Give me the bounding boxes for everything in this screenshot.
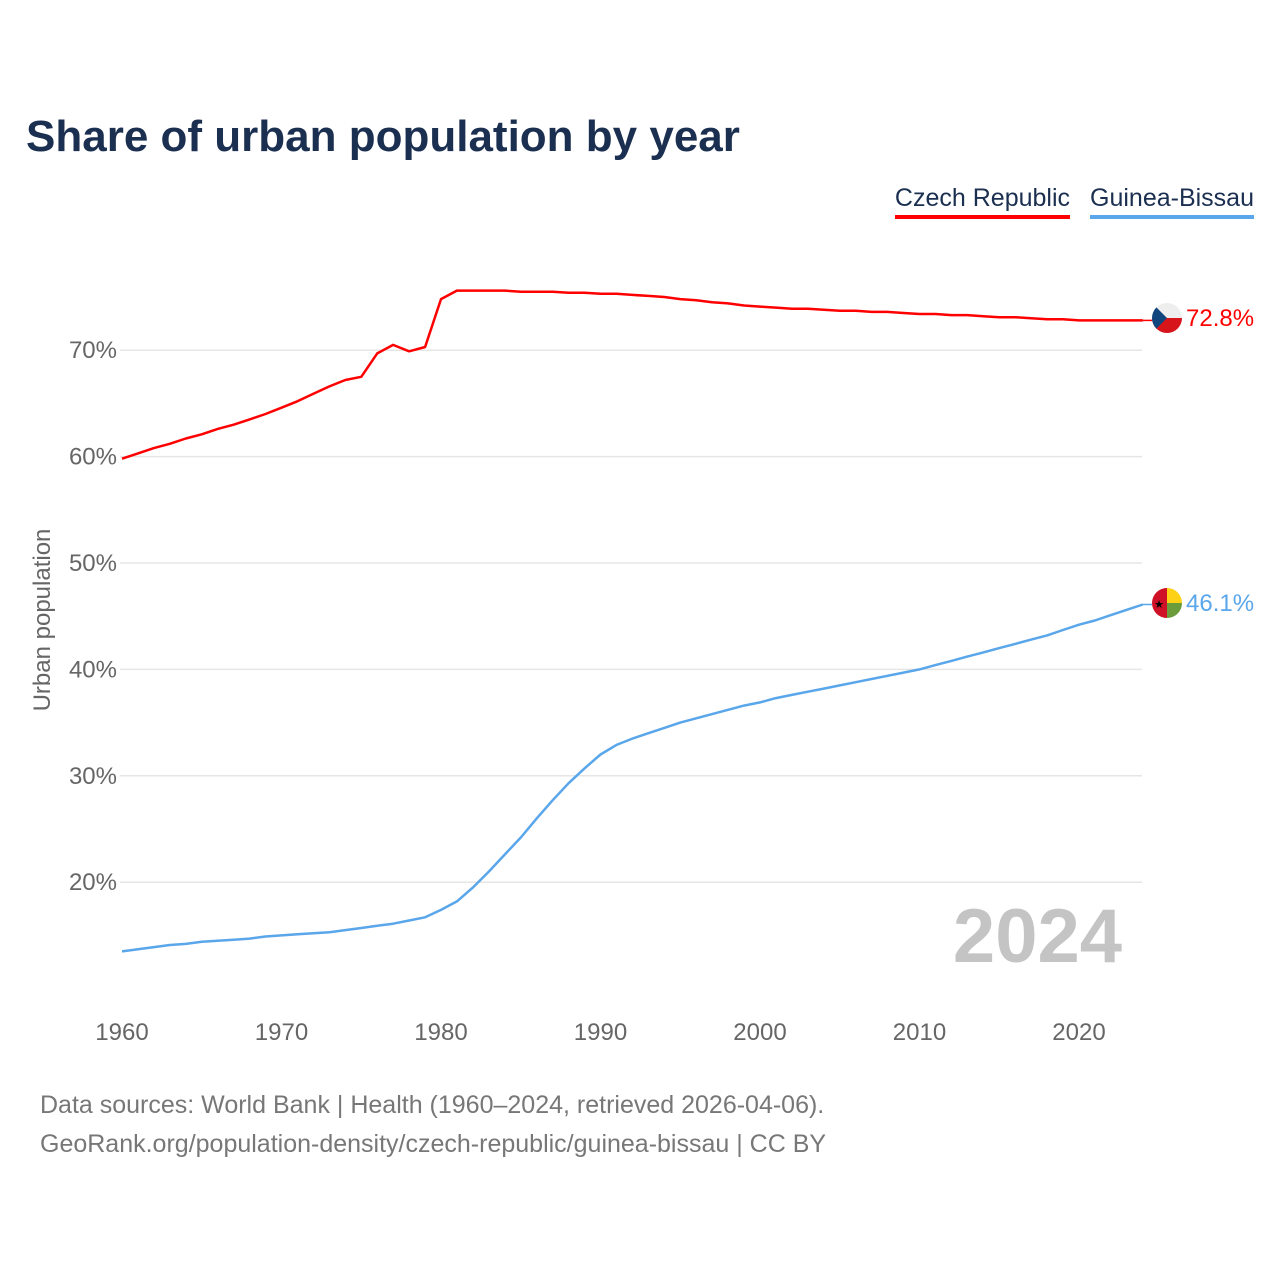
svg-text:★: ★: [1154, 599, 1164, 611]
y-tick-label: 50%: [69, 550, 117, 577]
y-tick-label: 30%: [69, 763, 117, 790]
y-tick-label: 70%: [69, 337, 117, 364]
y-axis-label: Urban population: [29, 529, 56, 712]
series-line-guinea-bissau: [121, 603, 1144, 953]
x-tick-label: 1970: [255, 1019, 308, 1046]
x-tick-label: 2010: [893, 1019, 946, 1046]
legend-item-czech-republic[interactable]: Czech Republic: [894, 184, 1071, 219]
legend: Czech Republic Guinea-Bissau: [894, 184, 1254, 219]
end-label-czech-republic: 72.8%: [1186, 305, 1254, 332]
y-tick-label: 60%: [69, 444, 117, 471]
source-url[interactable]: GeoRank.org/population-density/czech-rep…: [40, 1130, 827, 1158]
x-tick-label: 2000: [733, 1019, 786, 1046]
flag-czech-republic-icon: [1152, 303, 1182, 333]
x-tick-label: 1960: [95, 1019, 148, 1046]
source-text: Data sources: World Bank | Health (1960–…: [40, 1091, 825, 1119]
year-watermark: 2024: [953, 894, 1122, 979]
series-line-czech-republic: [121, 289, 1143, 460]
end-label-guinea-bissau: 46.1%: [1186, 590, 1254, 617]
x-tick-label: 1980: [414, 1019, 467, 1046]
x-tick-label: 1990: [574, 1019, 627, 1046]
legend-item-guinea-bissau[interactable]: Guinea-Bissau: [1090, 184, 1254, 219]
x-tick-label: 2020: [1052, 1019, 1105, 1046]
chart-title: Share of urban population by year: [26, 112, 740, 161]
footer: Data sources: World Bank | Health (1960–…: [40, 1086, 826, 1164]
y-tick-label: 20%: [69, 869, 117, 896]
y-tick-label: 40%: [69, 656, 117, 683]
flag-guinea-bissau-icon: ★: [1152, 588, 1182, 618]
